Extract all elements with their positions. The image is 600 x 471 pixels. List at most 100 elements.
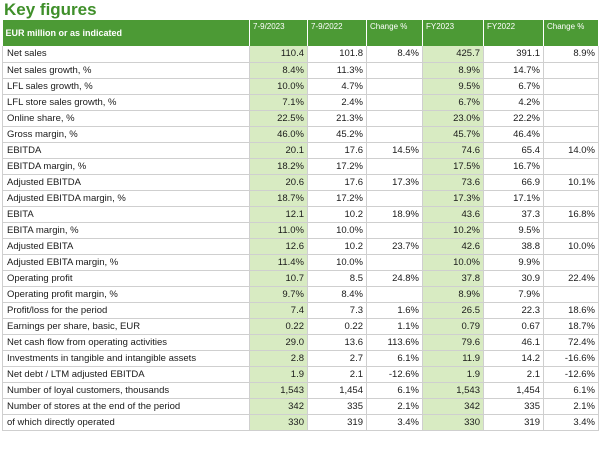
table-row: of which directly operated 330 319 3.4% 330 3… [2, 414, 599, 431]
q3-2022-value: 10.0% [307, 222, 367, 239]
q3-2022-value: 4.7% [307, 78, 367, 95]
fy-change-value: -16.6% [543, 350, 599, 367]
fy2023-value: 10.2% [422, 222, 484, 239]
fy-change-value: 18.7% [543, 318, 599, 335]
fy2023-value: 43.6 [422, 206, 484, 223]
fy2023-value: 0.79 [422, 318, 484, 335]
q3-2022-value: 2.7 [307, 350, 367, 367]
fy-change-value [543, 158, 599, 175]
fy-change-value: 72.4% [543, 334, 599, 351]
fy-change-value: 16.8% [543, 206, 599, 223]
table-row: EBITA 12.1 10.2 18.9% 43.6 37.3 16.8% [2, 206, 599, 223]
fy-change-value: 10.1% [543, 174, 599, 191]
quarter-change-value: 2.1% [366, 398, 423, 415]
row-label: Profit/loss for the period [2, 302, 250, 319]
quarter-change-value: 6.1% [366, 382, 423, 399]
q3-2023-value: 11.4% [249, 254, 308, 271]
q3-2023-value: 18.7% [249, 190, 308, 207]
quarter-change-value [366, 286, 423, 303]
fy-change-value: 3.4% [543, 414, 599, 431]
row-label: Number of stores at the end of the perio… [2, 398, 250, 415]
fy2022-value: 46.4% [483, 126, 544, 143]
fy-change-value: 8.9% [543, 46, 599, 63]
fy2023-value: 9.5% [422, 78, 484, 95]
fy2023-value: 73.6 [422, 174, 484, 191]
fy2023-value: 330 [422, 414, 484, 431]
table-row: EBITDA margin, % 18.2% 17.2% 17.5% 16.7% [2, 158, 599, 175]
fy2023-value: 17.3% [422, 190, 484, 207]
table-row: EBITDA 20.1 17.6 14.5% 74.6 65.4 14.0% [2, 142, 599, 159]
row-label: EBITDA margin, % [2, 158, 250, 175]
quarter-change-value: 1.1% [366, 318, 423, 335]
q3-2022-value: 17.2% [307, 158, 367, 175]
quarter-change-value [366, 158, 423, 175]
fy-change-value: 18.6% [543, 302, 599, 319]
row-label: Earnings per share, basic, EUR [2, 318, 250, 335]
table-row: Net debt / LTM adjusted EBITDA 1.9 2.1 -12.… [2, 366, 599, 383]
header-fy2022: FY2022 [483, 20, 544, 46]
fy2022-value: 46.1 [483, 334, 544, 351]
row-label: Investments in tangible and intangible a… [2, 350, 250, 367]
fy2022-value: 7.9% [483, 286, 544, 303]
fy2022-value: 65.4 [483, 142, 544, 159]
fy2023-value: 1.9 [422, 366, 484, 383]
q3-2023-value: 330 [249, 414, 308, 431]
row-label: Adjusted EBITDA [2, 174, 250, 191]
row-label: of which directly operated [2, 414, 250, 431]
fy2022-value: 1,454 [483, 382, 544, 399]
q3-2023-value: 20.6 [249, 174, 308, 191]
fy-change-value: 6.1% [543, 382, 599, 399]
row-label: LFL sales growth, % [2, 78, 250, 95]
quarter-change-value [366, 254, 423, 271]
q3-2023-value: 342 [249, 398, 308, 415]
fy2023-value: 42.6 [422, 238, 484, 255]
table-row: Gross margin, % 46.0% 45.2% 45.7% 46.4% [2, 126, 599, 143]
fy-change-value: -12.6% [543, 366, 599, 383]
fy-change-value [543, 110, 599, 127]
fy2023-value: 6.7% [422, 94, 484, 111]
header-change-fy: Change % [543, 20, 599, 46]
quarter-change-value [366, 222, 423, 239]
fy2023-value: 17.5% [422, 158, 484, 175]
fy-change-value [543, 222, 599, 239]
fy2022-value: 9.5% [483, 222, 544, 239]
header-q3-2023: 7-9/2023 [249, 20, 308, 46]
fy2023-value: 26.5 [422, 302, 484, 319]
q3-2022-value: 10.2 [307, 238, 367, 255]
q3-2022-value: 0.22 [307, 318, 367, 335]
fy2022-value: 22.3 [483, 302, 544, 319]
quarter-change-value [366, 94, 423, 111]
quarter-change-value [366, 126, 423, 143]
q3-2023-value: 10.7 [249, 270, 308, 287]
row-label: Net debt / LTM adjusted EBITDA [2, 366, 250, 383]
fy2023-value: 79.6 [422, 334, 484, 351]
table-row: Adjusted EBITDA 20.6 17.6 17.3% 73.6 66.9 10.1… [2, 174, 599, 191]
row-label: Online share, % [2, 110, 250, 127]
fy2022-value: 2.1 [483, 366, 544, 383]
q3-2023-value: 12.6 [249, 238, 308, 255]
row-label: EBITA margin, % [2, 222, 250, 239]
fy2023-value: 74.6 [422, 142, 484, 159]
q3-2022-value: 319 [307, 414, 367, 431]
q3-2023-value: 1.9 [249, 366, 308, 383]
header-fy2023: FY2023 [422, 20, 484, 46]
row-label: Operating profit margin, % [2, 286, 250, 303]
quarter-change-value: 6.1% [366, 350, 423, 367]
fy2023-value: 45.7% [422, 126, 484, 143]
quarter-change-value: 24.8% [366, 270, 423, 287]
fy2022-value: 4.2% [483, 94, 544, 111]
quarter-change-value: 3.4% [366, 414, 423, 431]
table-row: Online share, % 22.5% 21.3% 23.0% 22.2% [2, 110, 599, 127]
table-row: Net cash flow from operating activities 2… [2, 334, 599, 351]
q3-2022-value: 1,454 [307, 382, 367, 399]
header-change-quarter: Change % [366, 20, 423, 46]
q3-2023-value: 12.1 [249, 206, 308, 223]
fy2022-value: 335 [483, 398, 544, 415]
quarter-change-value: 14.5% [366, 142, 423, 159]
fy2022-value: 38.8 [483, 238, 544, 255]
q3-2022-value: 8.4% [307, 286, 367, 303]
key-figures-table: EUR million or as indicated 7-9/2023 7-9… [2, 20, 599, 431]
fy-change-value [543, 62, 599, 79]
table-row: Adjusted EBITA 12.6 10.2 23.7% 42.6 38.8 10.0% [2, 238, 599, 255]
fy2022-value: 37.3 [483, 206, 544, 223]
